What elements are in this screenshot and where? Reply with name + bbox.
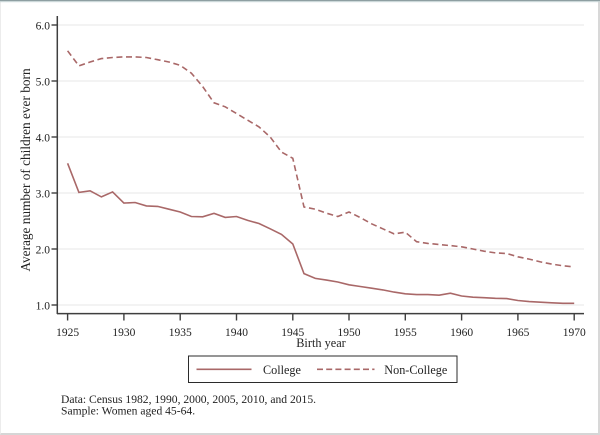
svg-text:1945: 1945 <box>281 327 304 339</box>
svg-text:1940: 1940 <box>225 327 248 339</box>
svg-text:Average number of children eve: Average number of children ever born <box>18 68 33 272</box>
svg-text:1965: 1965 <box>506 327 529 339</box>
svg-text:1.0: 1.0 <box>36 301 51 313</box>
svg-text:1930: 1930 <box>112 327 135 339</box>
svg-text:6.0: 6.0 <box>36 21 51 33</box>
svg-text:Birth year: Birth year <box>296 336 346 350</box>
svg-text:4.0: 4.0 <box>36 133 51 145</box>
svg-text:1935: 1935 <box>169 327 192 339</box>
svg-text:2.0: 2.0 <box>36 245 51 257</box>
svg-text:1955: 1955 <box>394 327 417 339</box>
svg-text:1960: 1960 <box>450 327 473 339</box>
svg-text:1925: 1925 <box>56 327 79 339</box>
svg-text:Non-College: Non-College <box>384 363 447 377</box>
svg-text:Data: Census 1982, 1990, 2000,: Data: Census 1982, 1990, 2000, 2005, 201… <box>61 393 316 406</box>
svg-text:1970: 1970 <box>563 327 586 339</box>
svg-text:Sample: Women aged 45-64.: Sample: Women aged 45-64. <box>61 405 195 418</box>
svg-text:3.0: 3.0 <box>36 189 51 201</box>
svg-text:1950: 1950 <box>338 327 361 339</box>
svg-text:5.0: 5.0 <box>36 77 51 89</box>
svg-text:College: College <box>263 363 301 377</box>
